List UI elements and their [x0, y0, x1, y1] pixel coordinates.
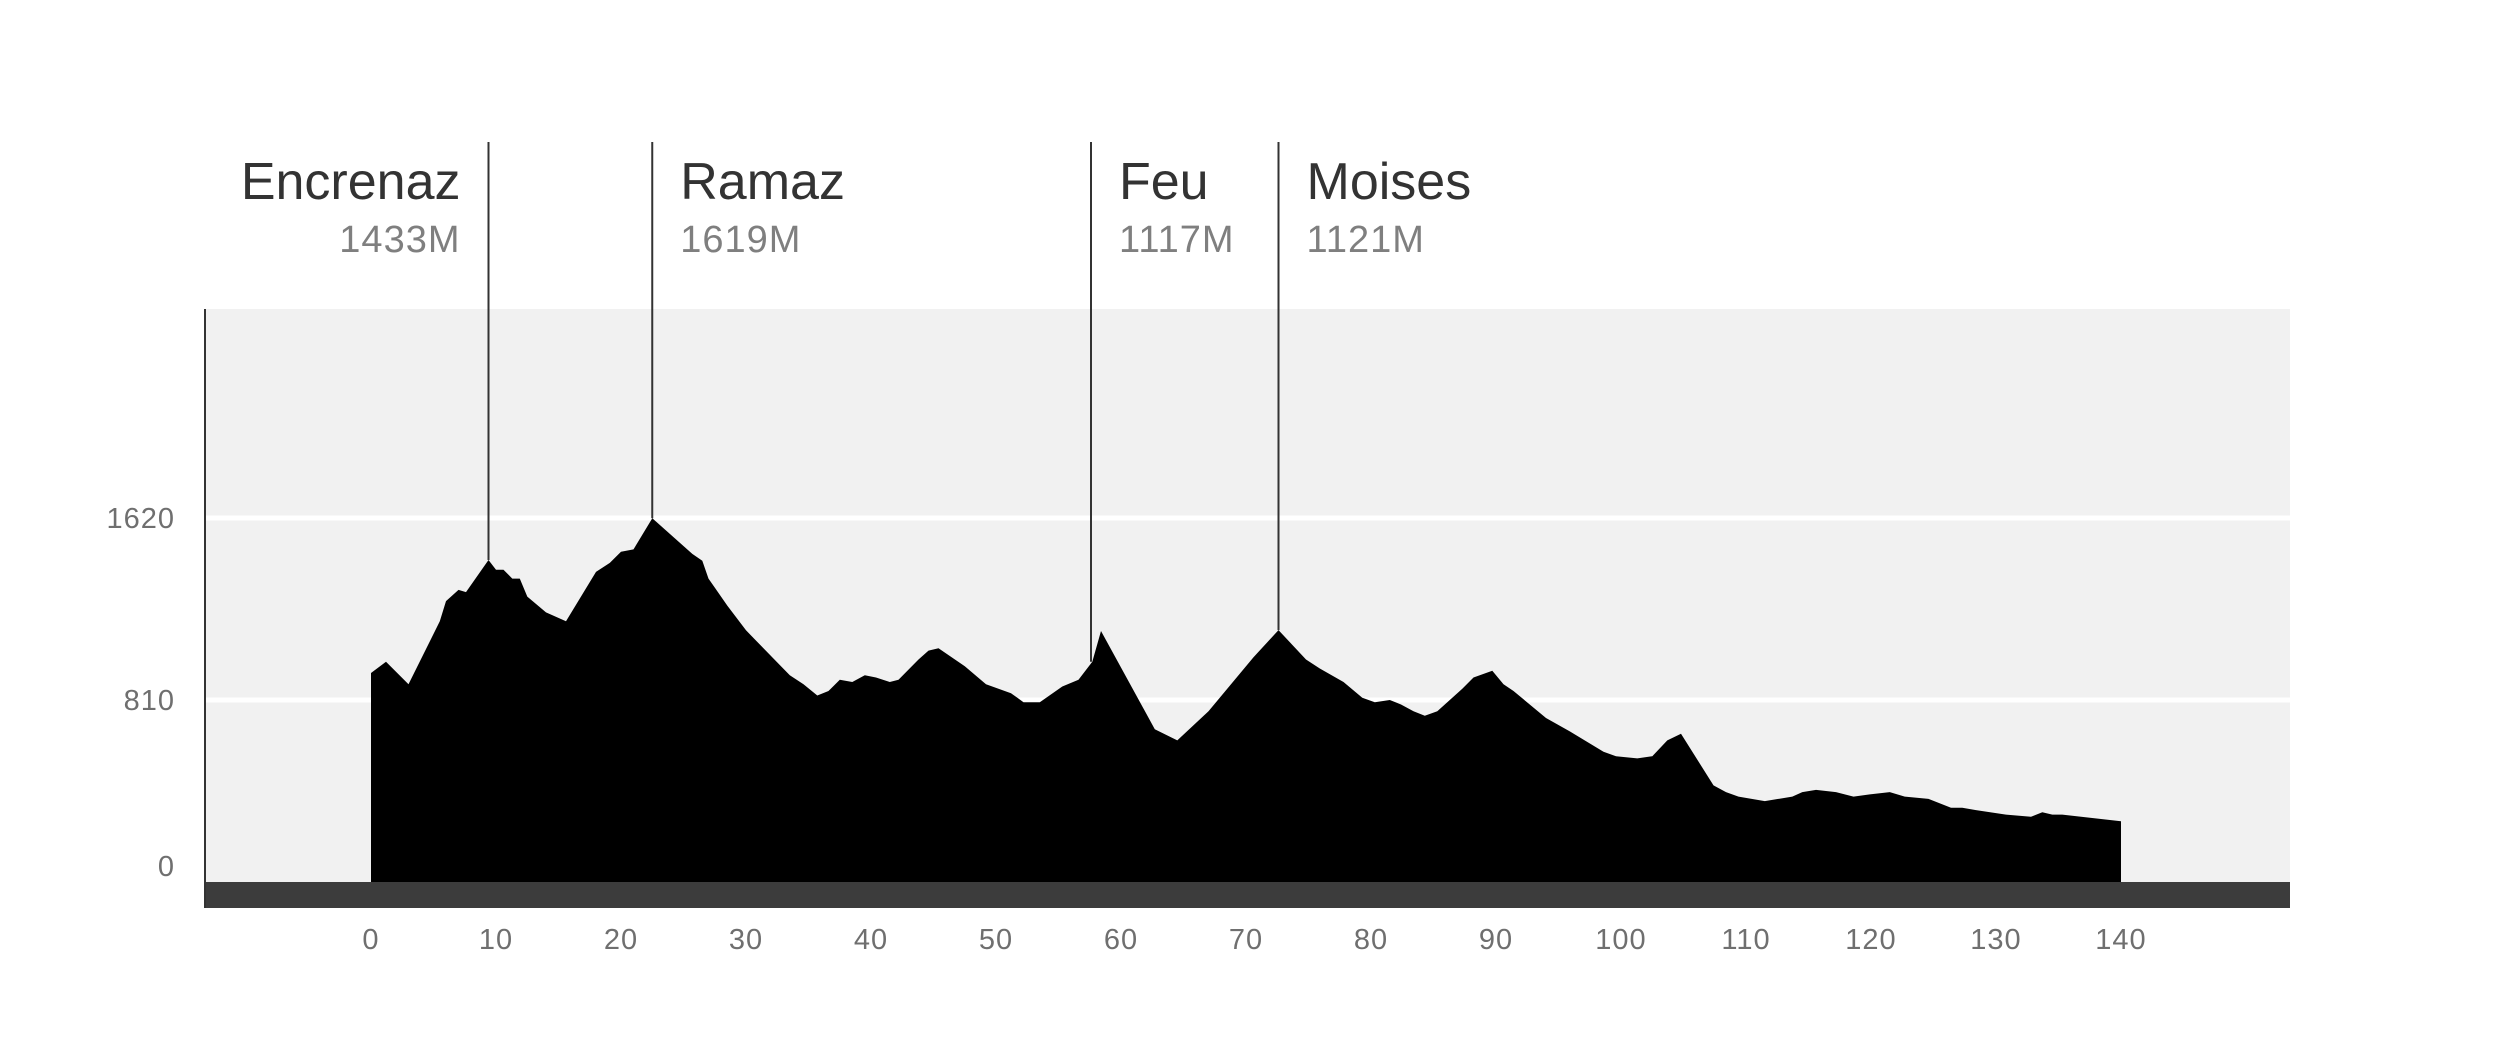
x-tick-label: 10 [479, 924, 513, 956]
y-tick-label: 1620 [106, 503, 175, 535]
x-axis-ticks: 0 10 20 30 40 50 60 70 80 90 100 110 120 130 140 [362, 924, 2146, 956]
climb-elevation: 1619M [680, 219, 801, 261]
climb-elevation: 1433M [339, 219, 460, 261]
x-tick-label: 100 [1595, 924, 1646, 956]
x-tick-label: 30 [729, 924, 763, 956]
baseline-bar [205, 882, 2290, 908]
climb-elevation: 1117M [1119, 219, 1235, 261]
x-tick-label: 90 [1479, 924, 1513, 956]
climb-marker: Ramaz 1619M [651, 142, 845, 519]
y-tick-label: 0 [158, 851, 175, 883]
climb-marker: Feu 1117M [1090, 142, 1235, 662]
x-tick-label: 0 [362, 924, 379, 956]
elevation-area [371, 518, 2121, 882]
y-axis-ticks: 0 810 1620 [106, 503, 175, 883]
x-tick-label: 120 [1845, 924, 1896, 956]
x-tick-label: 110 [1721, 924, 1770, 956]
climb-marker: Moises 1121M [1277, 142, 1472, 631]
x-tick-label: 20 [604, 924, 638, 956]
climb-elevation: 1121M [1307, 219, 1425, 261]
x-tick-label: 70 [1229, 924, 1263, 956]
climb-name: Feu [1119, 153, 1209, 211]
x-tick-label: 130 [1970, 924, 2021, 956]
x-tick-label: 60 [1104, 924, 1138, 956]
x-tick-label: 140 [2095, 924, 2146, 956]
x-tick-label: 50 [979, 924, 1013, 956]
climb-marker: Encrenaz 1433M [241, 142, 490, 560]
y-tick-label: 810 [124, 685, 175, 717]
x-tick-label: 40 [854, 924, 888, 956]
x-tick-label: 80 [1354, 924, 1388, 956]
climb-name: Encrenaz [241, 153, 461, 211]
climb-annotations: Encrenaz 1433M Ramaz 1619M Feu 1117M Moises 112… [241, 142, 1471, 662]
climb-name: Moises [1307, 153, 1472, 211]
climb-name: Ramaz [680, 153, 845, 211]
